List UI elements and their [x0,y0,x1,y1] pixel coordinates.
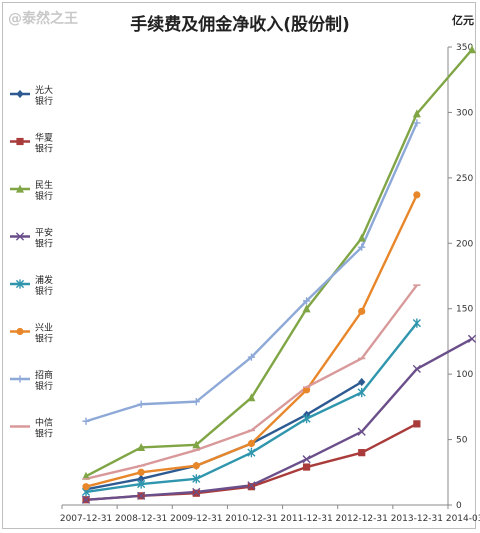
data-point [192,487,201,497]
data-point [137,474,145,483]
data-point [16,184,24,193]
data-point [137,491,146,500]
series-line [85,122,418,423]
legend-label: 平安 [35,227,53,239]
watermark: @泰然之王 [8,11,78,27]
data-point [467,334,477,343]
y-tick-label: 50 [456,436,468,446]
data-point [16,89,24,99]
y-tick-label: 300 [456,108,473,118]
data-point [247,448,256,458]
data-point [412,318,421,328]
legend-label-suffix: 银行 [35,333,53,345]
legend-label: 兴业 [35,323,53,334]
x-tick-label: 2009-12-31 [170,514,222,524]
x-tick-label: 2014-03-31 [446,514,480,524]
data-point [16,137,24,146]
data-point [247,393,256,402]
series-line [85,48,473,478]
data-point [302,304,311,313]
data-point [82,417,90,425]
data-point [16,327,24,336]
legend-label-suffix: 银行 [35,190,53,202]
legend-label: 中信 [35,417,53,429]
legend-label: 光大 [35,84,53,96]
data-point [413,420,421,428]
data-point [468,45,476,54]
data-point [16,375,24,383]
data-point [192,462,200,470]
x-tick-label: 2011-12-31 [280,514,332,524]
x-tick-label: 2007-12-31 [60,514,112,524]
data-point [137,468,145,476]
data-point [15,279,25,289]
data-point [137,479,146,489]
data-point [302,414,311,424]
legend-label-suffix: 银行 [35,285,53,297]
data-point [412,364,421,374]
data-point [137,443,146,452]
legend-label-suffix: 银行 [35,380,53,392]
data-point [357,387,366,398]
legend-label: 招商 [35,369,53,381]
data-point [412,109,421,118]
data-point [358,243,366,251]
x-tick-label: 2013-12-31 [391,514,443,524]
data-point [302,455,311,464]
data-point [192,489,200,497]
legend-label: 华夏 [35,132,53,144]
data-point [302,386,311,394]
data-point [247,483,256,491]
data-point [413,119,421,127]
y-tick-label: 250 [456,174,473,184]
data-point [192,474,201,484]
legend-label-suffix: 银行 [35,143,53,155]
y-tick-label: 350 [456,43,473,53]
y-tick-label: 0 [456,501,462,511]
legend-label-suffix: 银行 [35,428,53,440]
legend-label-suffix: 银行 [35,95,53,107]
data-point [357,233,366,242]
x-tick-label: 2008-12-31 [115,514,167,524]
data-point [358,449,366,457]
y-tick-label: 150 [456,305,473,315]
data-point [302,297,311,305]
chart-title: 手续费及佣金净收入(股份制) [130,15,350,35]
x-tick-label: 2012-12-31 [336,514,388,524]
data-point [192,440,201,449]
legend-label: 民生 [35,179,53,191]
unit-label: 亿元 [452,14,474,27]
data-point [247,439,256,448]
data-point [81,495,91,504]
data-point [15,232,25,241]
data-point [192,398,200,406]
legend-label-suffix: 银行 [35,238,53,250]
data-point [302,463,311,471]
series-line [85,337,473,501]
legend-label: 浦发 [35,274,53,286]
data-point [82,471,90,480]
data-point [137,400,145,408]
y-tick-label: 200 [456,239,473,249]
data-point [82,483,90,491]
y-tick-label: 100 [456,370,473,380]
data-point [247,353,256,361]
data-point [357,427,366,436]
series-line [85,380,363,491]
data-point [247,481,256,490]
chart-frame [2,2,476,529]
data-point [358,307,366,315]
x-tick-label: 2010-12-31 [225,514,277,524]
data-point [358,377,366,387]
data-point [413,191,421,199]
